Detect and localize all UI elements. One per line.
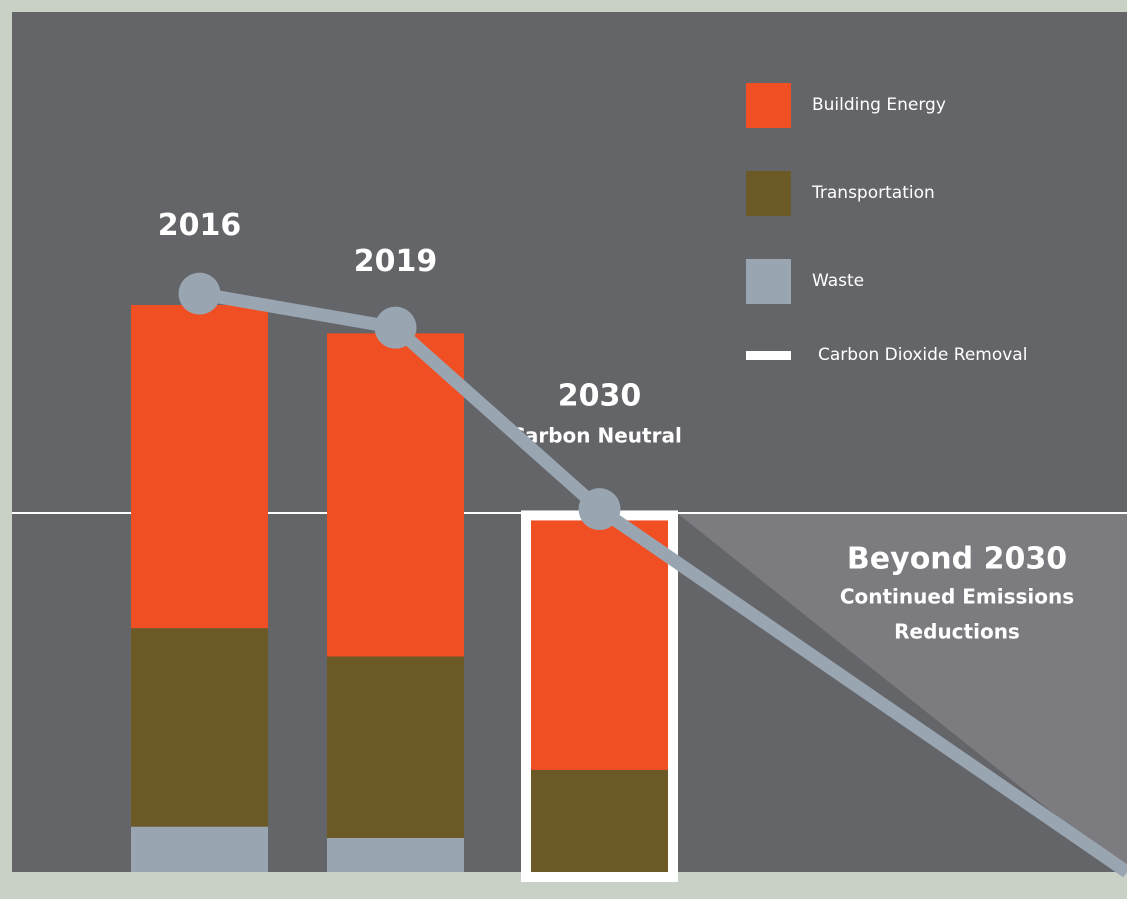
- trajectory-marker: [375, 307, 417, 349]
- beyond-line: Reductions: [894, 620, 1020, 644]
- legend-swatch: [746, 171, 791, 216]
- bar-segment: [327, 333, 464, 656]
- bar-segment: [131, 305, 268, 628]
- trajectory-marker: [179, 273, 221, 315]
- bar-segment: [131, 827, 268, 872]
- trajectory-marker: [579, 488, 621, 530]
- bar-segment: [131, 628, 268, 826]
- bar-segment: [327, 657, 464, 838]
- year-label: 2030: [558, 379, 642, 414]
- bar-segment: [327, 838, 464, 872]
- legend-label: Carbon Dioxide Removal: [818, 345, 1027, 365]
- beyond-title: Beyond 2030: [847, 542, 1067, 577]
- legend-swatch: [746, 351, 791, 360]
- bar-segment: [531, 520, 668, 769]
- legend-label: Waste: [812, 271, 864, 291]
- legend-label: Transportation: [811, 183, 935, 203]
- bar-segment: [531, 770, 668, 872]
- legend-swatch: [746, 259, 791, 304]
- year-label: 2016: [158, 208, 242, 243]
- chart: Beyond 2030 Continued Emissions Reductio…: [0, 0, 1127, 899]
- legend-label: Building Energy: [812, 95, 946, 115]
- legend-swatch: [746, 83, 791, 128]
- beyond-line: Continued Emissions: [840, 585, 1074, 609]
- year-label: 2019: [354, 244, 438, 279]
